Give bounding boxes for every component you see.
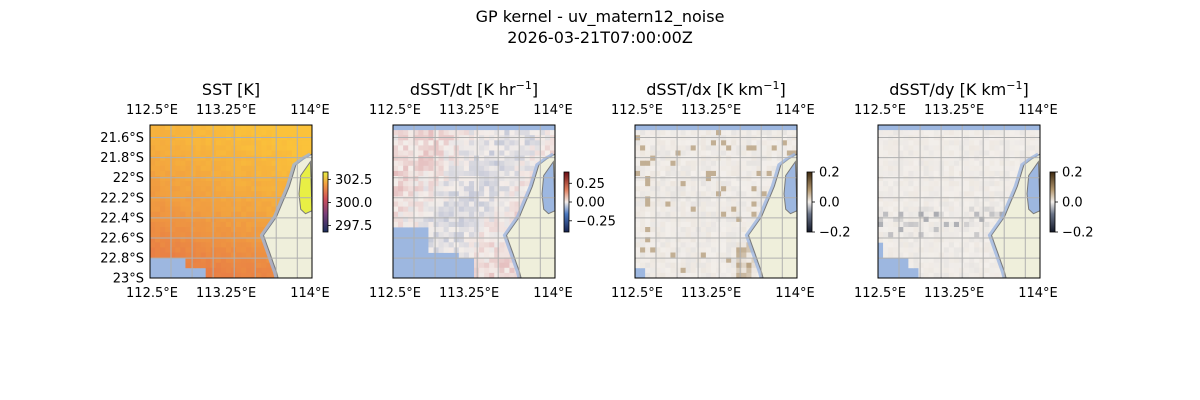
top-lon-tick-label: 113.25°E <box>439 103 499 118</box>
lat-tick-label: 23°S <box>113 272 144 287</box>
bottom-lon-tick-label: 113.25°E <box>196 286 256 301</box>
colorbar-tick-label: 0.0 <box>1062 196 1083 211</box>
figure-timestamp: 2026-03-21T07:00:00Z <box>507 28 693 47</box>
colorbar-tick-label: 0.25 <box>576 177 605 192</box>
colorbar-tick-label: 302.5 <box>335 173 372 188</box>
colorbar-tick-label: 0.2 <box>1062 166 1083 181</box>
lat-tick-label: 22.4°S <box>100 211 144 226</box>
bottom-lon-tick-label: 112.5°E <box>126 286 178 301</box>
top-lon-tick-label: 114°E <box>290 103 330 118</box>
bottom-lon-tick-label: 113.25°E <box>681 286 741 301</box>
top-lon-tick-label: 112.5°E <box>611 103 663 118</box>
top-lon-tick-label: 114°E <box>1018 103 1058 118</box>
gridlines <box>393 125 555 278</box>
gridlines <box>635 125 797 278</box>
panel-title: dSST/dx [K km−1] <box>646 79 785 99</box>
bottom-lon-tick-label: 113.25°E <box>924 286 984 301</box>
top-lon-tick-label: 112.5°E <box>369 103 421 118</box>
bottom-lon-tick-label: 114°E <box>290 286 330 301</box>
island <box>1026 160 1040 215</box>
lat-tick-label: 21.8°S <box>100 151 144 166</box>
panel-sst: SST [K] 112.5°E 112.5°E 113.25°E 113.25°E 114… <box>100 80 372 301</box>
colorbar-tick-label: 0.2 <box>819 166 840 181</box>
colorbar-tick-label: 297.5 <box>335 219 372 234</box>
island <box>298 160 312 215</box>
top-lon-tick-label: 114°E <box>775 103 815 118</box>
lat-tick-label: 22°S <box>113 171 144 186</box>
colorbar <box>1049 171 1056 233</box>
island <box>541 160 555 215</box>
panel-title: dSST/dy [K km−1] <box>889 79 1028 99</box>
colorbar <box>322 171 329 233</box>
bottom-lon-tick-label: 114°E <box>533 286 573 301</box>
colorbar-tick-label: −0.25 <box>576 214 616 229</box>
panel-frame <box>149 124 313 279</box>
top-lon-tick-label: 114°E <box>533 103 573 118</box>
panel-title: dSST/dt [K hr−1] <box>410 79 538 99</box>
panel-frame <box>634 124 798 279</box>
lat-tick-label: 22.2°S <box>100 191 144 206</box>
gridlines <box>878 125 1040 278</box>
panel-dt: dSST/dt [K hr−1] 112.5°E 112.5°E 113.25°E 11… <box>369 79 616 301</box>
bottom-lon-tick-label: 112.5°E <box>611 286 663 301</box>
colorbar-tick-label: −0.2 <box>1062 226 1094 241</box>
panel-dx: dSST/dx [K km−1] 112.5°E 112.5°E 113.25°E 11… <box>611 79 851 301</box>
bottom-lon-tick-label: 114°E <box>775 286 815 301</box>
gridlines <box>150 125 312 278</box>
colorbar-tick-label: 0.0 <box>819 196 840 211</box>
lat-tick-label: 22.6°S <box>100 232 144 247</box>
lat-tick-label: 21.6°S <box>100 131 144 146</box>
top-lon-tick-label: 112.5°E <box>126 103 178 118</box>
colorbar <box>806 171 813 233</box>
top-lon-tick-label: 113.25°E <box>924 103 984 118</box>
panel-title: SST [K] <box>202 80 260 99</box>
island <box>783 160 797 215</box>
top-lon-tick-label: 113.25°E <box>681 103 741 118</box>
colorbar-tick-label: 300.0 <box>335 196 372 211</box>
panel-frame <box>877 124 1041 279</box>
figure-title: GP kernel - uv_matern12_noise <box>475 7 725 26</box>
panel-dy: dSST/dy [K km−1] 112.5°E 112.5°E 113.25°E 11… <box>854 79 1094 301</box>
lat-tick-label: 22.8°S <box>100 252 144 267</box>
bottom-lon-tick-label: 113.25°E <box>439 286 499 301</box>
colorbar-tick-label: 0.00 <box>576 196 605 211</box>
top-lon-tick-label: 112.5°E <box>854 103 906 118</box>
bottom-lon-tick-label: 114°E <box>1018 286 1058 301</box>
bottom-lon-tick-label: 112.5°E <box>369 286 421 301</box>
bottom-lon-tick-label: 112.5°E <box>854 286 906 301</box>
panel-frame <box>392 124 556 279</box>
colorbar <box>563 171 570 233</box>
top-lon-tick-label: 113.25°E <box>196 103 256 118</box>
colorbar-tick-label: −0.2 <box>819 226 851 241</box>
